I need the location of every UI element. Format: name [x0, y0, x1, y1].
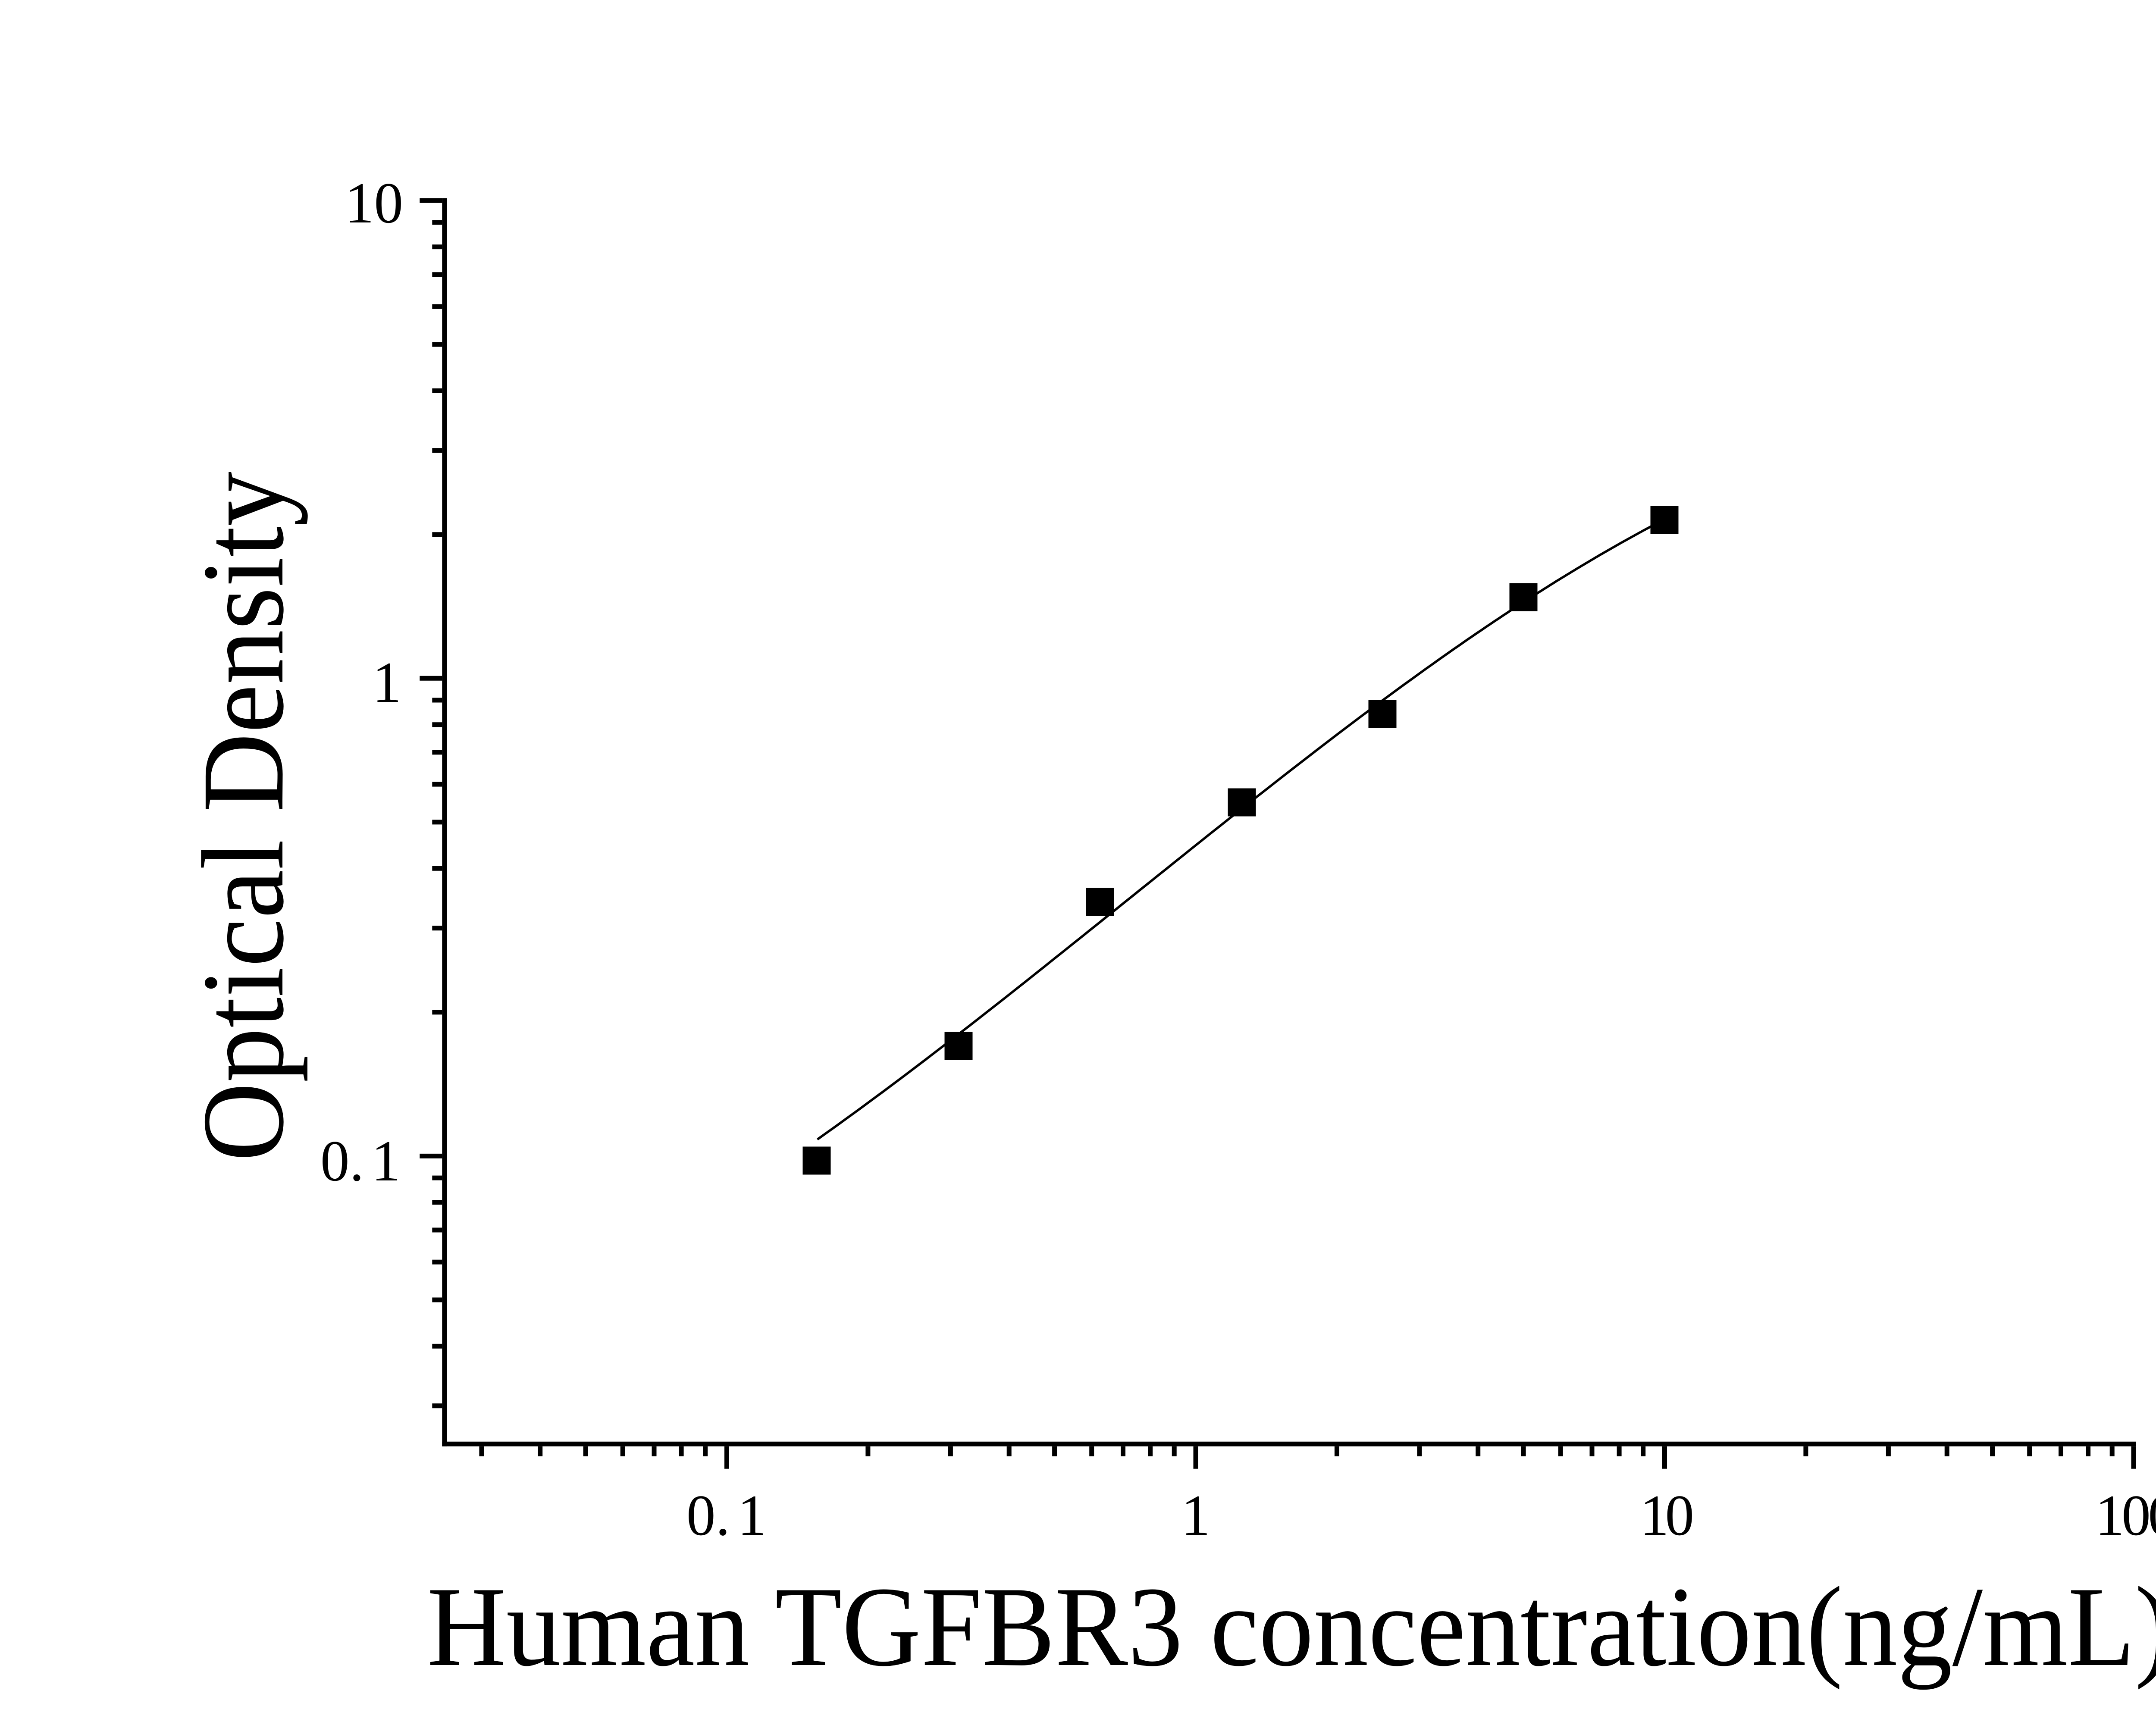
svg-text:1: 1 [1181, 1484, 1210, 1548]
svg-text:10: 10 [345, 171, 403, 235]
svg-text:100: 100 [2095, 1484, 2156, 1548]
svg-text:0.1: 0. 1 [686, 1484, 767, 1548]
svg-text:Human TGFBR3 concentration(ng/: Human TGFBR3 concentration(ng/mL) [427, 1564, 2156, 1690]
svg-text:Optical Density: Optical Density [178, 472, 308, 1161]
svg-text:0.1: 0. 1 [320, 1129, 401, 1193]
svg-text:1: 1 [373, 651, 402, 715]
svg-text:10: 10 [1640, 1484, 1694, 1548]
